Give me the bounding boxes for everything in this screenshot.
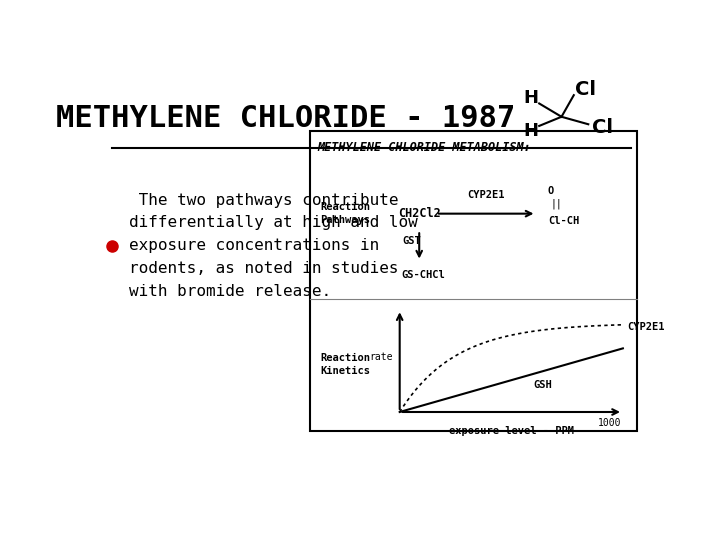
Text: ||: || [550,198,562,208]
Text: 1000: 1000 [598,418,622,428]
Text: Cl: Cl [575,80,596,99]
Text: O: O [548,186,554,196]
Text: METHYLENE CHLORIDE METABOLISM:: METHYLENE CHLORIDE METABOLISM: [317,140,531,153]
Text: GST: GST [402,235,421,246]
Text: The two pathways contribute
differentially at high and low
exposure concentratio: The two pathways contribute differential… [129,193,418,299]
Text: GS-CHCl: GS-CHCl [401,270,445,280]
Text: Reaction
Kinetics: Reaction Kinetics [320,353,371,376]
Text: exposure level - PPM: exposure level - PPM [449,426,574,436]
Text: Cl-CH: Cl-CH [549,216,580,226]
Text: METHYLENE CHLORIDE - 1987: METHYLENE CHLORIDE - 1987 [55,104,515,133]
Text: CYP2E1: CYP2E1 [467,190,505,200]
Text: H: H [523,89,539,107]
Text: H: H [523,123,539,140]
Text: rate: rate [369,352,393,361]
Text: GSH: GSH [533,380,552,390]
Text: Cl: Cl [593,118,613,137]
Text: CYP2E1: CYP2E1 [627,322,665,332]
Text: CH2Cl2: CH2Cl2 [398,207,441,220]
Text: Reaction
Pathways: Reaction Pathways [320,202,371,225]
FancyBboxPatch shape [310,131,637,431]
